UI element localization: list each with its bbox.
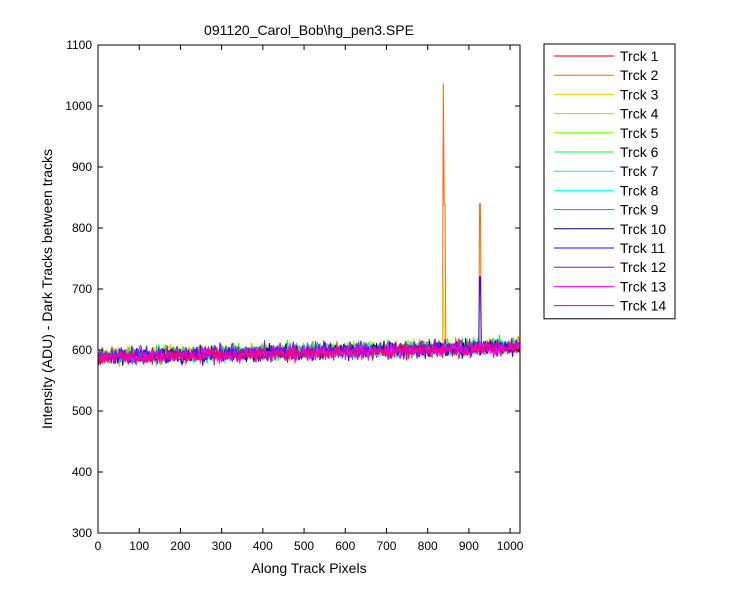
legend: Trck 1 Trck 2 Trck 3 Trck 4 Trck 5 Trck 6 Trck… (543, 43, 676, 320)
x-tick-label: 1000 (497, 539, 524, 553)
y-tick-label: 300 (72, 526, 92, 540)
legend-label: Trck 6 (620, 144, 659, 160)
y-tick-label: 800 (72, 221, 92, 235)
legend-label: Trck 7 (620, 163, 659, 179)
x-tick-label: 800 (418, 539, 438, 553)
y-tick-label: 900 (72, 160, 92, 174)
legend-label: Trck 10 (620, 221, 666, 237)
series-line-14 (98, 338, 520, 367)
legend-label: Trck 1 (620, 48, 659, 64)
y-tick-label: 1100 (66, 38, 92, 52)
legend-label: Trck 12 (620, 259, 666, 275)
legend-label: Trck 5 (620, 125, 659, 141)
legend-label: Trck 13 (620, 278, 666, 294)
y-tick-label: 700 (72, 282, 92, 296)
x-tick-label: 600 (335, 539, 355, 553)
x-axis-label: Along Track Pixels (251, 560, 366, 576)
legend-label: Trck 3 (620, 86, 659, 102)
legend-label: Trck 9 (620, 202, 659, 218)
chart-title: 091120_Carol_Bob\hg_pen3.SPE (204, 22, 414, 38)
legend-box (543, 43, 676, 320)
x-tick-label: 400 (253, 539, 273, 553)
x-tick-label: 300 (212, 539, 232, 553)
y-tick-label: 600 (72, 343, 92, 357)
y-tick-label: 1000 (65, 99, 92, 113)
plot-area: 0 100 200 300 400 500 600 700 800 900 1000 300 400 50… (65, 38, 523, 553)
legend-label: Trck 11 (620, 240, 665, 256)
y-tick-label: 400 (72, 465, 92, 479)
x-tick-label: 200 (170, 539, 190, 553)
x-tick-label: 700 (376, 539, 396, 553)
legend-label: Trck 2 (620, 67, 659, 83)
legend-label: Trck 14 (620, 298, 666, 314)
x-tick-label: 100 (129, 539, 149, 553)
series-group (98, 83, 520, 368)
y-tick-label: 500 (72, 404, 92, 418)
legend-label: Trck 4 (620, 106, 659, 122)
x-tick-label: 900 (459, 539, 479, 553)
plot-background (98, 45, 520, 533)
legend-label: Trck 8 (620, 182, 659, 198)
x-tick-label: 0 (95, 539, 102, 553)
y-axis-label: Intensity (ADU) - Dark Tracks between tr… (39, 149, 55, 429)
x-tick-label: 500 (294, 539, 314, 553)
